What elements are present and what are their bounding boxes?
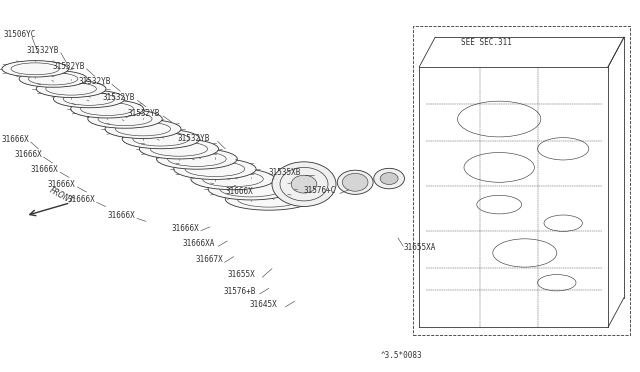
Ellipse shape	[208, 178, 294, 200]
Text: 31666X: 31666X	[67, 195, 95, 204]
Ellipse shape	[70, 100, 143, 118]
Ellipse shape	[157, 149, 237, 169]
Text: FRONT: FRONT	[48, 186, 75, 206]
Text: 31576+B: 31576+B	[224, 287, 257, 296]
Ellipse shape	[122, 129, 200, 149]
Ellipse shape	[374, 168, 404, 189]
Text: 31532YB: 31532YB	[27, 46, 60, 55]
Text: 31666XA: 31666XA	[182, 239, 215, 248]
Ellipse shape	[272, 162, 336, 206]
Ellipse shape	[291, 175, 317, 193]
Ellipse shape	[88, 110, 163, 128]
Ellipse shape	[54, 90, 125, 108]
Text: 31645X: 31645X	[250, 300, 277, 309]
Text: 31667X: 31667X	[195, 255, 223, 264]
Text: 31535XB: 31535XB	[269, 168, 301, 177]
Text: 31655XA: 31655XA	[403, 243, 436, 252]
Text: 31666X: 31666X	[31, 165, 58, 174]
Text: 31666X: 31666X	[1, 135, 29, 144]
Text: 31666X: 31666X	[226, 187, 253, 196]
Text: 31532YB: 31532YB	[52, 62, 85, 71]
Text: 31532YB: 31532YB	[178, 134, 211, 143]
Text: 31532YB: 31532YB	[102, 93, 135, 102]
Text: 31666X: 31666X	[48, 180, 76, 189]
Text: 31666X: 31666X	[108, 211, 135, 220]
Text: 31532YB: 31532YB	[128, 109, 161, 118]
Ellipse shape	[337, 170, 373, 195]
Text: 31506YC: 31506YC	[3, 30, 36, 39]
Ellipse shape	[225, 188, 312, 210]
Text: SEE SEC.311: SEE SEC.311	[461, 38, 511, 47]
Ellipse shape	[342, 173, 368, 191]
Ellipse shape	[140, 139, 218, 159]
Text: 31532YB: 31532YB	[78, 77, 111, 86]
Text: 31666X: 31666X	[172, 224, 199, 232]
Text: ^3.5*0083: ^3.5*0083	[381, 351, 422, 360]
Text: 31576+C: 31576+C	[304, 186, 337, 195]
Ellipse shape	[191, 168, 275, 190]
Ellipse shape	[19, 70, 87, 87]
Ellipse shape	[380, 173, 398, 185]
Text: 31655X: 31655X	[227, 270, 255, 279]
Text: 31666X: 31666X	[14, 150, 42, 159]
Ellipse shape	[2, 61, 68, 77]
Ellipse shape	[105, 119, 181, 138]
Ellipse shape	[173, 158, 256, 179]
Ellipse shape	[36, 80, 106, 97]
